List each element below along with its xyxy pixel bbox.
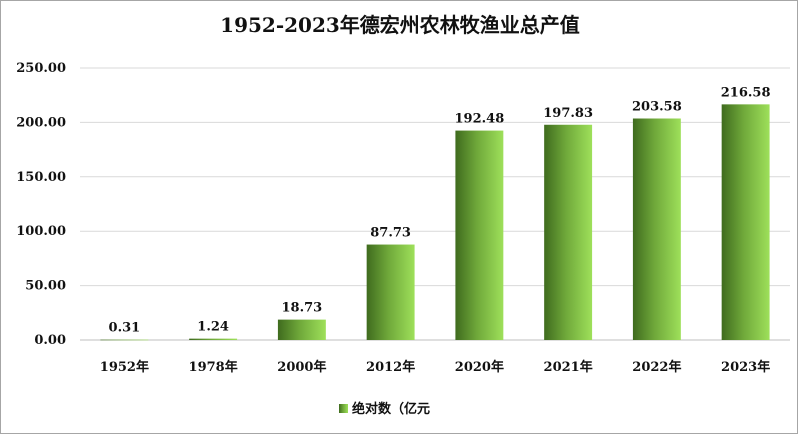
bar <box>455 130 504 340</box>
y-tick-label: 100.00 <box>16 224 66 239</box>
x-category-label: 2012年 <box>366 359 415 375</box>
x-category-label: 2020年 <box>455 359 504 375</box>
y-tick-label: 150.00 <box>16 170 66 185</box>
bar <box>189 338 238 340</box>
data-label: 203.58 <box>632 100 682 115</box>
bar <box>632 118 681 340</box>
x-category-label: 2021年 <box>544 359 593 375</box>
gridlines <box>80 67 790 341</box>
bar <box>544 124 593 341</box>
y-tick-label: 50.00 <box>25 279 66 294</box>
legend: 绝对数（亿元 <box>339 401 430 417</box>
chart-title: 1952-2023年德宏州农林牧渔业总产值 <box>220 13 580 37</box>
x-category-label: 2000年 <box>277 359 326 375</box>
legend-swatch <box>339 404 348 413</box>
x-category-label: 1978年 <box>189 359 238 375</box>
bar <box>277 319 326 340</box>
x-category-label: 2022年 <box>632 359 681 375</box>
data-label: 0.31 <box>109 321 141 336</box>
bar <box>721 104 770 340</box>
x-axis-categories: 1952年 1978年 2000年 2012年 2020年 2021年 2022年 2023年 <box>100 359 770 375</box>
bar <box>100 339 149 341</box>
y-tick-label: 250.00 <box>16 61 66 76</box>
data-label: 87.73 <box>370 226 411 241</box>
data-label: 1.24 <box>197 320 229 335</box>
y-axis-ticks: 0.00 50.00 100.00 150.00 200.00 250.00 <box>16 61 66 348</box>
y-tick-label: 200.00 <box>16 115 66 130</box>
data-label: 197.83 <box>543 106 593 121</box>
data-label: 192.48 <box>454 112 504 127</box>
y-tick-label: 0.00 <box>34 333 66 348</box>
x-category-label: 1952年 <box>100 359 149 375</box>
bars <box>100 104 770 341</box>
data-label: 18.73 <box>282 301 323 316</box>
x-category-label: 2023年 <box>721 359 770 375</box>
data-labels: 0.31 1.24 18.73 87.73 192.48 197.83 203.58 216.… <box>109 85 771 335</box>
bar <box>366 244 415 340</box>
data-label: 216.58 <box>721 85 771 100</box>
legend-label: 绝对数（亿元 <box>352 401 430 417</box>
